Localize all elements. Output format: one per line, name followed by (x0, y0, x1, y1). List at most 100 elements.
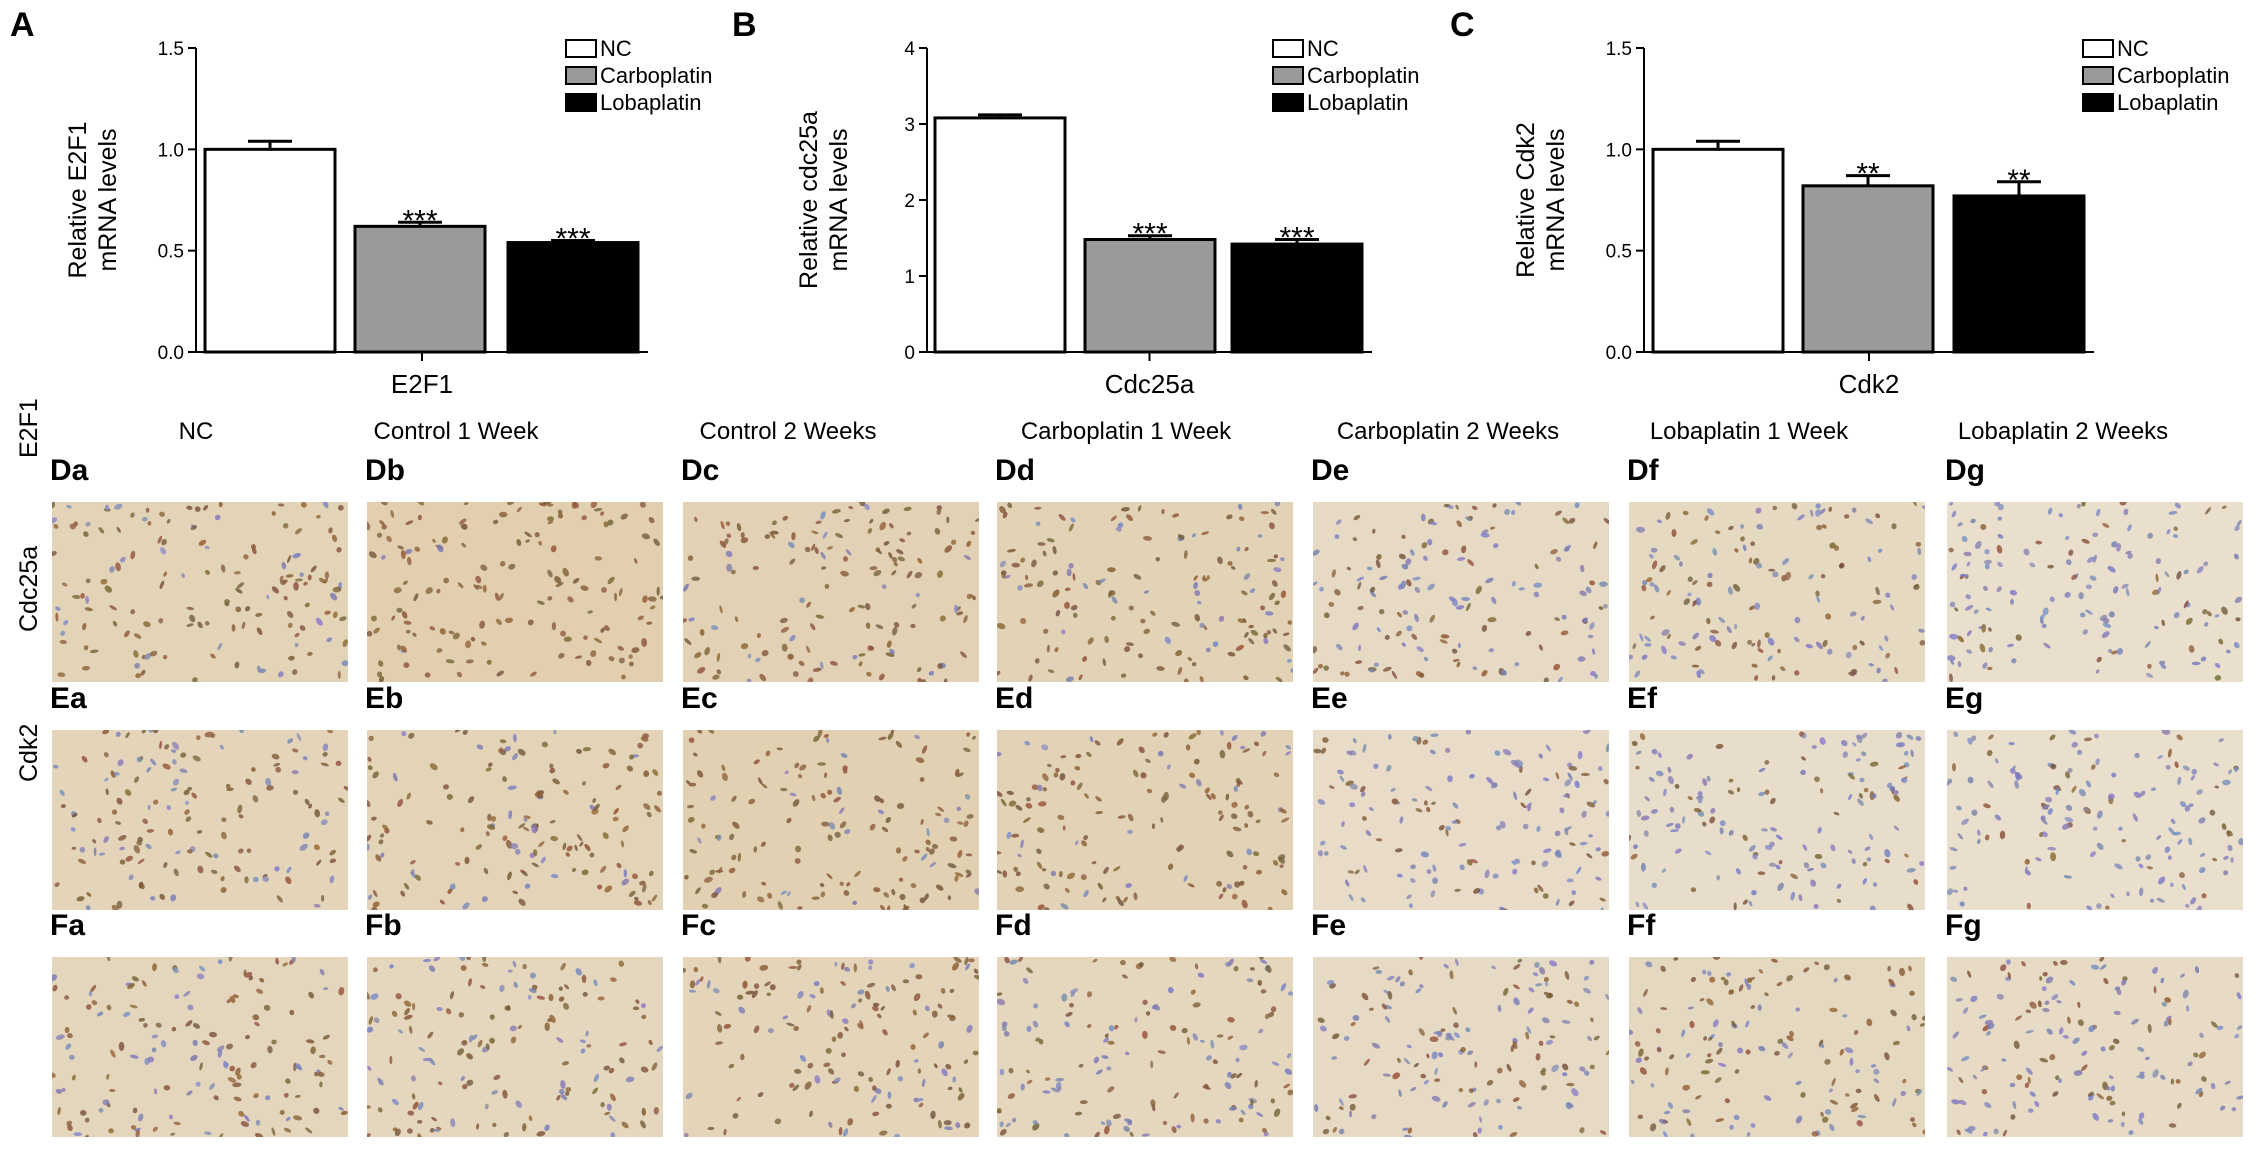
cell-nucleus (1041, 868, 1047, 872)
cell-nucleus (1956, 805, 1962, 811)
cell-nucleus (237, 848, 244, 854)
cell-nucleus (957, 849, 963, 859)
cell-nucleus (1526, 1026, 1532, 1034)
cell-nucleus (1543, 848, 1552, 853)
cell-nucleus (1228, 1106, 1238, 1111)
cell-nucleus (1379, 575, 1388, 581)
cell-nucleus (997, 791, 1003, 797)
cell-nucleus (1468, 1088, 1474, 1094)
cell-nucleus (1831, 1077, 1836, 1087)
cell-nucleus (851, 1003, 856, 1009)
cell-nucleus (2060, 960, 2068, 965)
cell-nucleus (337, 670, 341, 679)
cell-nucleus (2113, 1010, 2121, 1016)
cell-nucleus (947, 1086, 953, 1091)
cell-nucleus (538, 540, 543, 546)
cell-nucleus (1201, 531, 1209, 536)
cell-nucleus (1640, 862, 1646, 872)
cell-nucleus (137, 858, 145, 865)
cell-nucleus (1028, 674, 1033, 682)
cell-nucleus (322, 752, 328, 757)
cell-nucleus (151, 1047, 157, 1053)
cell-nucleus (1270, 508, 1277, 515)
cell-nucleus (753, 1025, 760, 1034)
cell-nucleus (2096, 508, 2101, 517)
cell-nucleus (2149, 898, 2155, 903)
cell-nucleus (252, 1014, 260, 1021)
cell-nucleus (2039, 976, 2043, 981)
cell-nucleus (2065, 771, 2071, 779)
cell-nucleus (1794, 616, 1801, 624)
cell-nucleus (1286, 1053, 1292, 1059)
cell-nucleus (1317, 1017, 1325, 1023)
cell-nucleus (1579, 1127, 1585, 1134)
cell-nucleus (1426, 806, 1431, 813)
cell-nucleus (105, 788, 109, 796)
cell-nucleus (291, 957, 296, 963)
cell-nucleus (1120, 507, 1130, 512)
cell-nucleus (1117, 522, 1124, 528)
cell-nucleus (910, 623, 916, 629)
cell-nucleus (2081, 1064, 2088, 1071)
cell-nucleus (1070, 780, 1076, 786)
cell-nucleus (1103, 866, 1109, 875)
cell-nucleus (316, 514, 321, 519)
tissue-image (1947, 502, 2243, 682)
cell-nucleus (456, 671, 463, 678)
cell-nucleus (2127, 524, 2132, 532)
cell-nucleus (1673, 957, 1679, 961)
cell-nucleus (115, 731, 121, 737)
cell-nucleus (106, 1004, 112, 1011)
cell-nucleus (89, 649, 99, 654)
cell-nucleus (52, 517, 58, 524)
cell-nucleus (534, 792, 544, 799)
cell-nucleus (1089, 736, 1094, 743)
cell-nucleus (973, 974, 979, 980)
cell-nucleus (1650, 1123, 1657, 1132)
cell-nucleus (1824, 1058, 1831, 1065)
cell-nucleus (789, 1082, 795, 1088)
cell-nucleus (1984, 1102, 1992, 1109)
cell-nucleus (1758, 791, 1766, 797)
cell-nucleus (1915, 736, 1922, 741)
cell-nucleus (2145, 672, 2154, 678)
cell-nucleus (495, 618, 502, 625)
cell-nucleus (1829, 1123, 1835, 1132)
cell-nucleus (529, 852, 535, 859)
cell-nucleus (1239, 1044, 1248, 1051)
cell-nucleus (1707, 572, 1713, 579)
cell-nucleus (1687, 1006, 1694, 1010)
cell-nucleus (481, 962, 489, 967)
cell-nucleus (1862, 878, 1867, 885)
cell-nucleus (382, 824, 389, 831)
cell-nucleus (2029, 1001, 2037, 1009)
cell-nucleus (2164, 571, 2170, 578)
cell-nucleus (1544, 981, 1549, 987)
cell-nucleus (1983, 559, 1992, 565)
cell-nucleus (1901, 777, 1908, 784)
cell-nucleus (2172, 534, 2179, 538)
cell-nucleus (941, 1068, 948, 1077)
cell-nucleus (1002, 870, 1008, 878)
cell-nucleus (218, 502, 223, 508)
cell-nucleus (468, 1034, 474, 1043)
cell-nucleus (1851, 1107, 1859, 1113)
cell-nucleus (1548, 960, 1558, 967)
cell-nucleus (129, 1004, 138, 1009)
cell-nucleus (2180, 973, 2185, 978)
cell-nucleus (1054, 647, 1059, 653)
cell-nucleus (1699, 998, 1705, 1002)
cell-nucleus (1447, 775, 1453, 783)
cell-nucleus (1465, 1027, 1471, 1033)
cell-nucleus (1850, 1102, 1858, 1109)
cell-nucleus (1254, 741, 1259, 747)
cell-nucleus (2118, 826, 2123, 831)
cell-nucleus (241, 621, 246, 630)
significance-marker: *** (402, 204, 437, 237)
cell-nucleus (55, 612, 59, 622)
cell-nucleus (1599, 897, 1606, 902)
cell-nucleus (641, 638, 648, 647)
cell-nucleus (1443, 963, 1449, 969)
micrograph-label: Fd (995, 909, 1032, 942)
cell-nucleus (2042, 1007, 2050, 1013)
